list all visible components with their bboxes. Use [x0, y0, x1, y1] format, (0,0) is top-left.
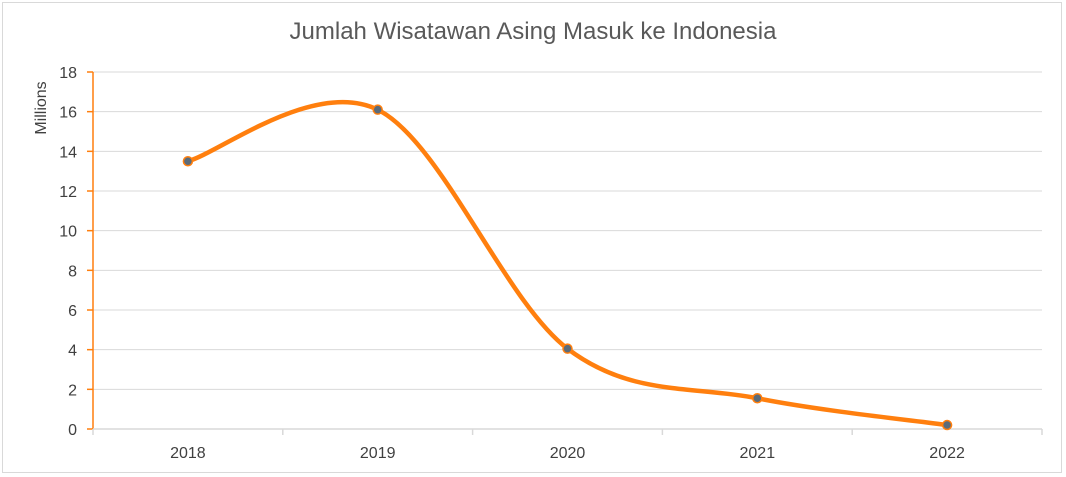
y-tick-label: 12 [59, 184, 77, 201]
x-tick-label: 2022 [929, 445, 965, 462]
y-tick-label: 2 [68, 382, 77, 399]
x-tick-label: 2019 [360, 445, 396, 462]
y-tick-label: 18 [59, 65, 77, 82]
y-tick-label: 0 [68, 422, 77, 439]
x-tick-label: 2020 [550, 445, 586, 462]
x-tick-label: 2021 [740, 445, 776, 462]
data-point [182, 156, 194, 167]
axes [87, 71, 1043, 435]
tick-labels: 0 2 4 6 8 10 12 14 16 18 2018 2019 2020 2021 2022 [59, 65, 965, 462]
y-tick-label: 16 [59, 105, 77, 122]
data-point [941, 419, 953, 431]
y-tick-label: 4 [68, 343, 77, 360]
data-point [562, 343, 573, 354]
series-line [185, 99, 950, 428]
y-tick-label: 10 [59, 224, 77, 241]
y-tick-label: 14 [59, 144, 77, 161]
series-layer [185, 99, 950, 428]
markers [182, 104, 953, 431]
data-point [372, 104, 383, 115]
y-axis-title: Millions [33, 81, 50, 134]
y-tick-label: 6 [68, 303, 77, 320]
gridlines [93, 71, 1042, 390]
chart-title: Jumlah Wisatawan Asing Masuk ke Indonesi… [289, 18, 777, 45]
data-point [752, 393, 763, 404]
x-tick-label: 2018 [170, 445, 206, 462]
y-tick-label: 8 [68, 263, 77, 280]
